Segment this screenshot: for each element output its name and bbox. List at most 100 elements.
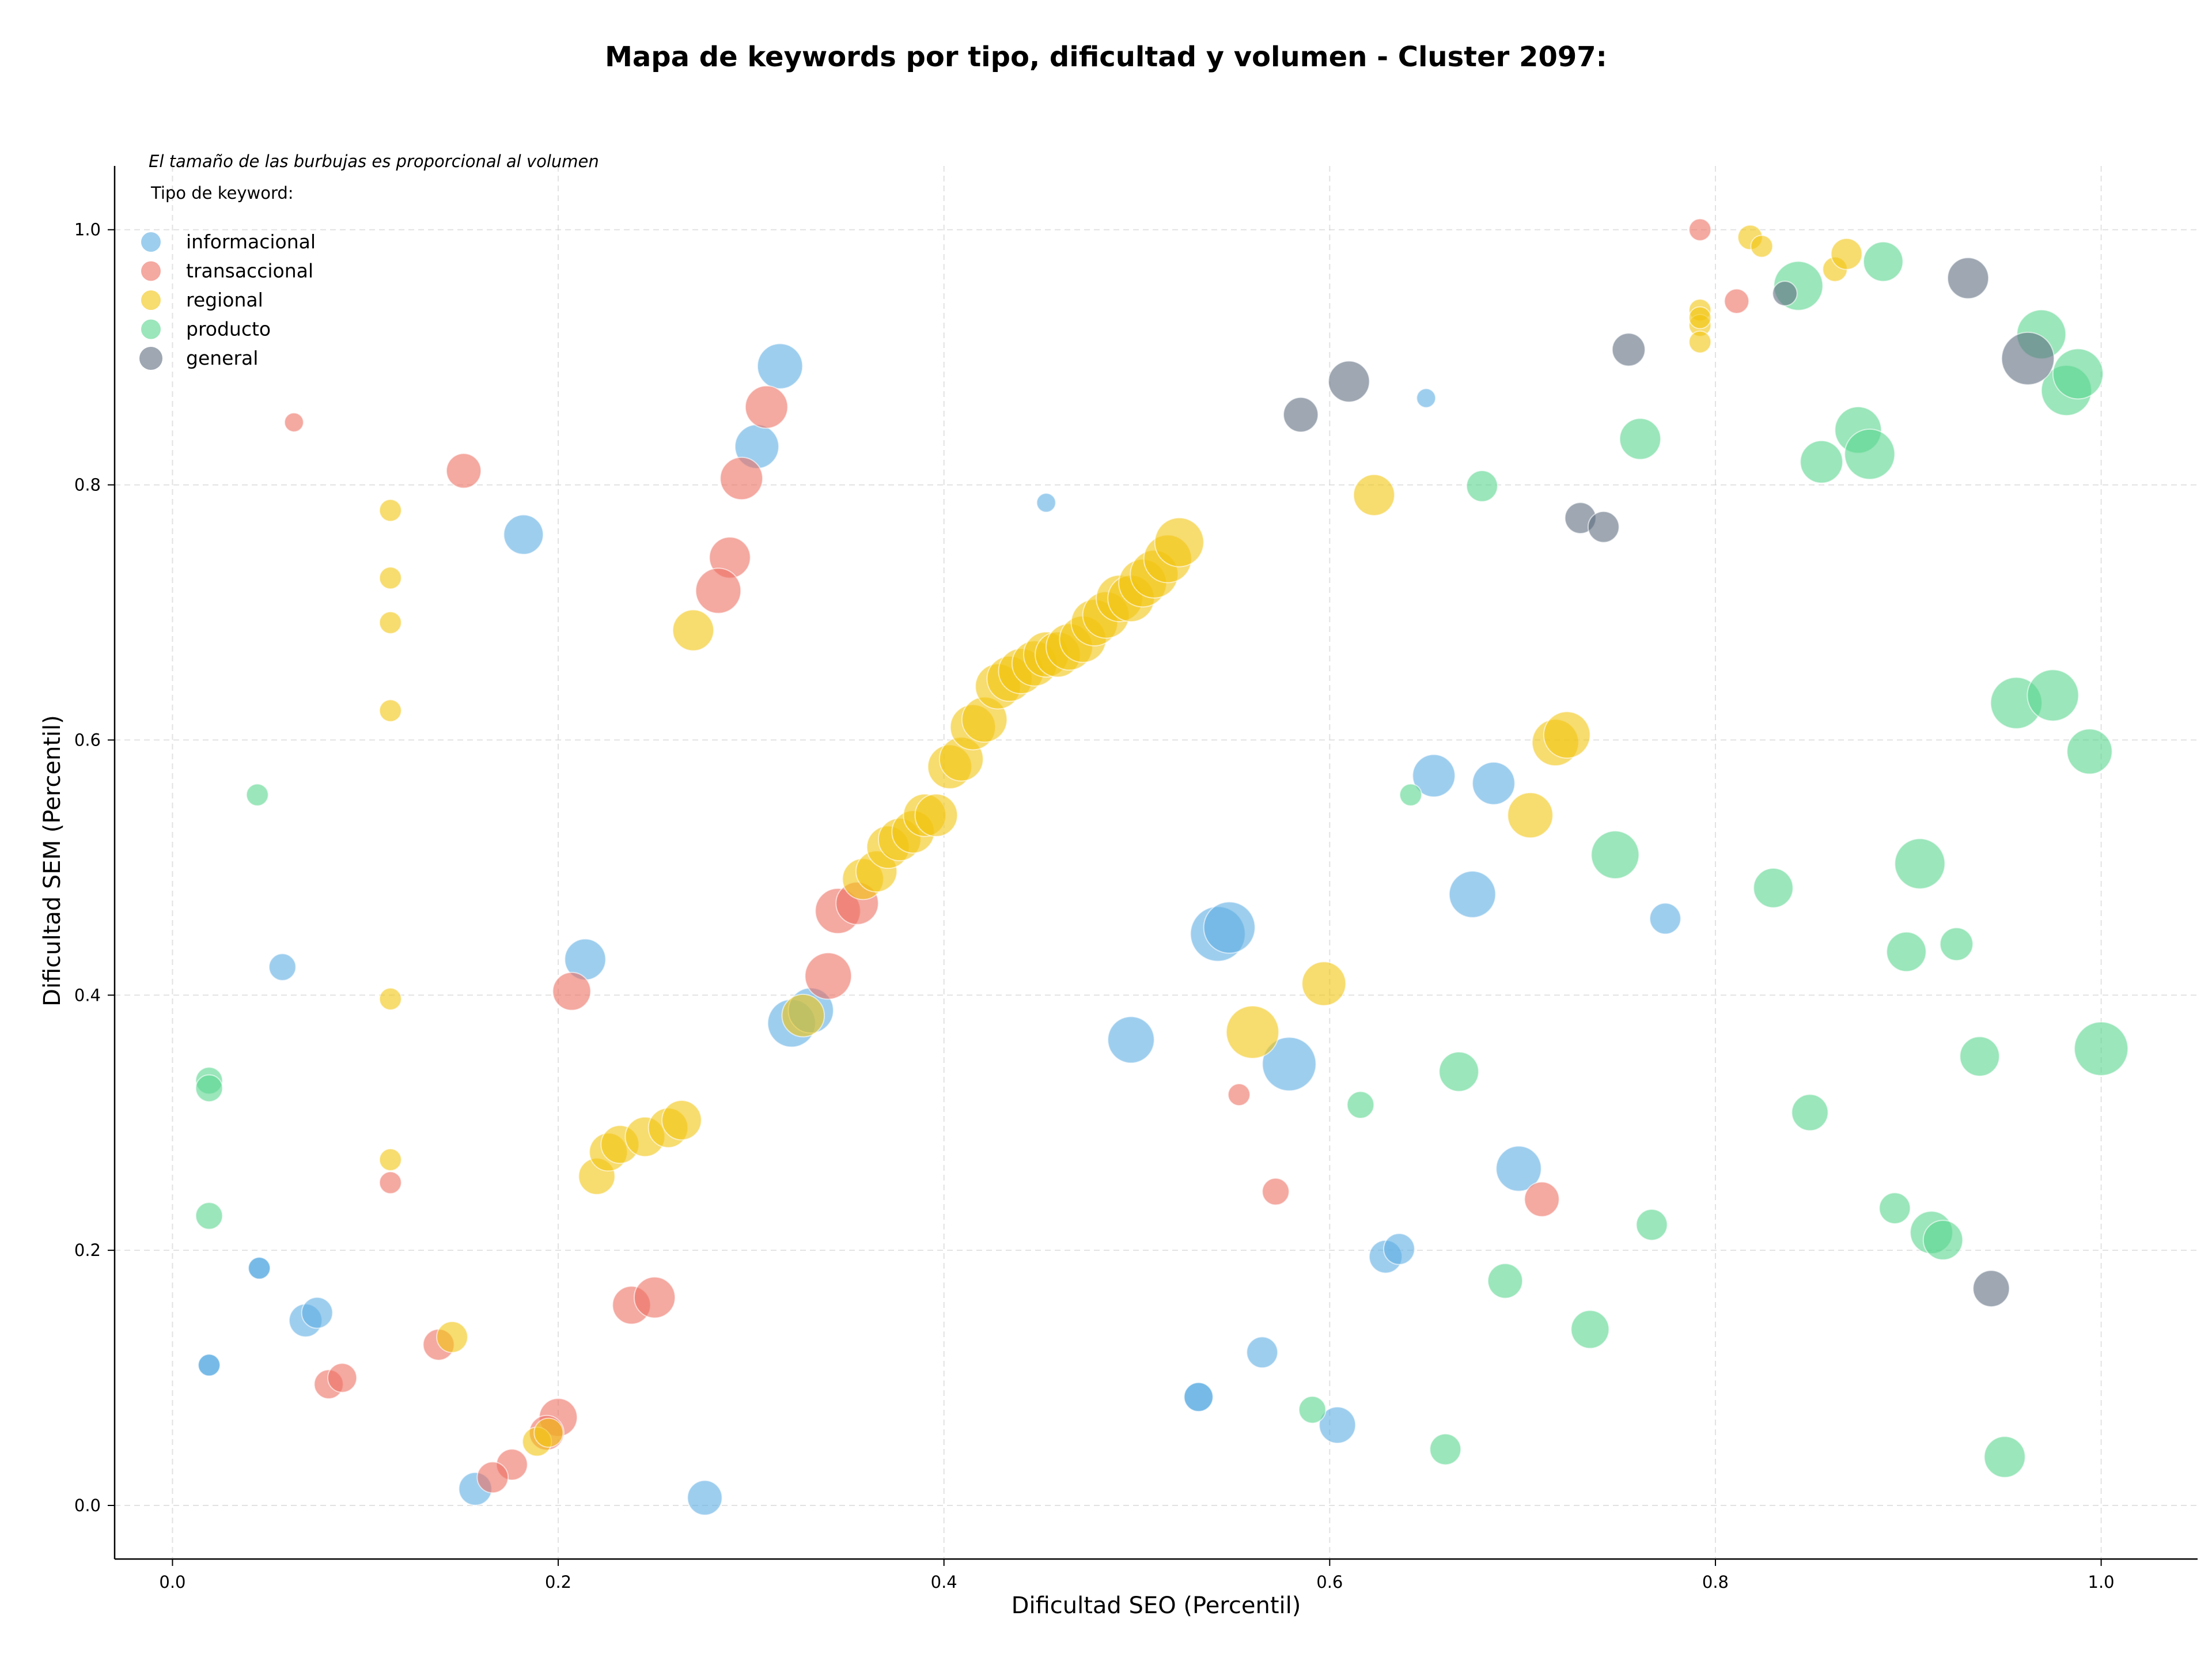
bubble-regional xyxy=(1543,711,1591,759)
bubble-informacional xyxy=(1036,493,1056,513)
bubble-producto xyxy=(1800,440,1843,484)
bubble-informacional xyxy=(1382,1233,1415,1265)
bubble-transaccional xyxy=(719,456,763,501)
bubble-informacional xyxy=(756,343,804,389)
bubble-general xyxy=(1587,510,1620,543)
bubble-regional xyxy=(672,609,714,652)
legend-marker-transaccional xyxy=(141,261,161,281)
bubble-general xyxy=(1328,360,1370,403)
bubble-regional xyxy=(378,498,402,522)
y-tick-label: 0.2 xyxy=(74,1240,101,1260)
bubble-transaccional xyxy=(1262,1178,1290,1206)
bubble-informacional xyxy=(268,953,297,981)
x-tick-label: 0.2 xyxy=(545,1572,571,1592)
bubble-informacional xyxy=(1649,902,1681,935)
bubble-informacional xyxy=(1495,1145,1542,1192)
bubble-producto xyxy=(1791,1094,1829,1132)
bubble-informacional xyxy=(301,1296,334,1329)
bubble-transaccional xyxy=(695,567,742,614)
bubble-transaccional xyxy=(445,453,482,489)
bubble-producto xyxy=(1619,418,1661,460)
bubble-informacional xyxy=(248,1257,271,1280)
bubble-general xyxy=(1611,332,1646,367)
bubble-producto xyxy=(2066,728,2113,775)
y-axis-label: Dificultad SEM (Percentil) xyxy=(39,715,66,1007)
bubble-producto xyxy=(195,1202,224,1230)
bubble-producto xyxy=(245,783,269,807)
bubble-regional xyxy=(1154,517,1205,567)
bubble-regional xyxy=(1688,306,1712,330)
legend-marker-producto xyxy=(141,319,161,339)
legend: informacional transaccional regional produc… xyxy=(139,230,316,370)
bubble-producto xyxy=(1862,241,1904,282)
bubble-producto xyxy=(1886,931,1927,973)
bubble-transaccional xyxy=(327,1363,358,1393)
bubble-informacional xyxy=(1472,761,1516,805)
legend-marker-general xyxy=(139,347,162,370)
bubble-producto xyxy=(2052,348,2104,400)
bubble-producto xyxy=(1346,1091,1375,1119)
bubble-informacional xyxy=(687,1480,723,1516)
bubble-producto xyxy=(1590,830,1640,880)
bubble-producto xyxy=(2027,669,2080,722)
bubble-informacional xyxy=(198,1353,221,1377)
bubble-regional xyxy=(378,1148,402,1171)
bubble-general xyxy=(1947,257,1990,300)
bubble-regional xyxy=(533,1417,564,1448)
bubble-producto xyxy=(1894,838,1946,890)
bubble-producto xyxy=(1939,927,1974,962)
bubble-informacional xyxy=(1203,901,1256,954)
bubble-informacional xyxy=(503,514,544,555)
bubble-regional xyxy=(378,987,402,1011)
bubble-informacional xyxy=(1448,871,1497,918)
bubble-producto xyxy=(1878,1192,1911,1224)
grid xyxy=(115,166,2198,1559)
bubble-regional xyxy=(1507,792,1554,839)
x-tick-label: 0.6 xyxy=(1316,1572,1343,1592)
bubble-producto xyxy=(1438,1051,1479,1092)
y-tick-label: 0.0 xyxy=(74,1496,101,1515)
bubble-informacional xyxy=(1319,1406,1357,1444)
x-tick-label: 0.8 xyxy=(1702,1572,1729,1592)
legend-label-general: general xyxy=(186,347,258,369)
bubble-regional xyxy=(1353,474,1395,516)
bubble-regional xyxy=(1750,234,1774,258)
bubble-regional xyxy=(661,1100,702,1141)
y-tick-label: 0.4 xyxy=(74,985,101,1005)
size-note: El tamaño de las burbujas es proporciona… xyxy=(149,152,599,171)
axes xyxy=(108,166,2198,1566)
bubble-regional xyxy=(914,793,959,837)
chart-title: Mapa de keywords por tipo, dificultad y … xyxy=(605,41,1607,73)
bubble-regional xyxy=(378,566,402,590)
bubble-producto xyxy=(1465,470,1498,502)
bubble-informacional xyxy=(1412,754,1456,798)
legend-marker-informacional xyxy=(141,232,161,252)
bubble-producto xyxy=(1487,1263,1524,1299)
bubble-producto xyxy=(1298,1395,1327,1424)
bubble-regional xyxy=(378,699,402,722)
bubble-informacional xyxy=(1183,1382,1214,1412)
x-tick-label: 0.0 xyxy=(159,1572,185,1592)
bubble-producto xyxy=(1959,1036,2000,1077)
bubble-regional xyxy=(436,1321,468,1353)
tick-labels: 0.0 0.2 0.4 0.6 0.8 1.0 0.0 0.2 0.4 0.6 0.8 1.0 xyxy=(74,220,2115,1592)
bubble-regional xyxy=(1688,330,1712,354)
legend-label-informacional: informacional xyxy=(186,230,316,253)
bubble-regional xyxy=(781,993,825,1038)
bubble-producto xyxy=(195,1074,224,1103)
bubble-producto xyxy=(1753,868,1794,909)
bubble-producto xyxy=(1844,428,1896,480)
bubble-transaccional xyxy=(1227,1083,1251,1106)
bubble-transaccional xyxy=(476,1461,509,1494)
legend-title: Tipo de keyword: xyxy=(150,183,294,203)
bubble-general xyxy=(2001,331,2055,385)
bubble-regional xyxy=(1225,1005,1279,1060)
bubble-transaccional xyxy=(1724,288,1750,314)
legend-label-transaccional: transaccional xyxy=(186,260,313,282)
bubble-informacional xyxy=(1246,1336,1279,1369)
bubble-transaccional xyxy=(804,952,853,1000)
bubble-producto xyxy=(1399,783,1422,807)
bubble-informacional xyxy=(1107,1016,1155,1064)
bubble-transaccional xyxy=(1524,1181,1560,1217)
